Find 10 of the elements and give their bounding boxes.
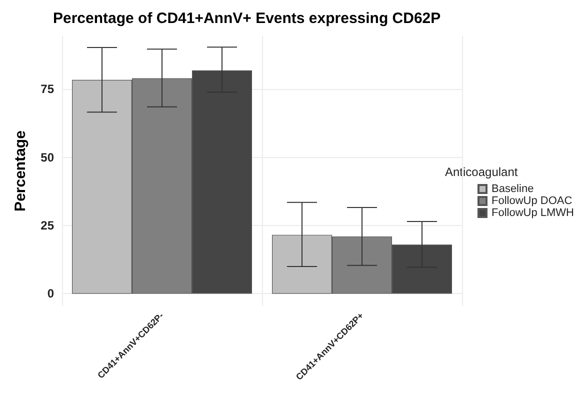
chart-title: Percentage of CD41+AnnV+ Events expressing CD62P <box>53 10 441 27</box>
legend-label: FollowUp LMWH <box>491 207 574 219</box>
y-tick-label: 75 <box>40 82 54 96</box>
legend-label: FollowUp DOAC <box>491 195 572 207</box>
legend-label: Baseline <box>491 183 534 195</box>
y-axis-title: Percentage <box>12 130 29 212</box>
y-tick-label: 50 <box>40 150 54 164</box>
y-tick-label: 0 <box>47 286 54 301</box>
y-tick-label: 25 <box>40 218 54 233</box>
legend-title: Anticoagulant <box>445 165 518 179</box>
